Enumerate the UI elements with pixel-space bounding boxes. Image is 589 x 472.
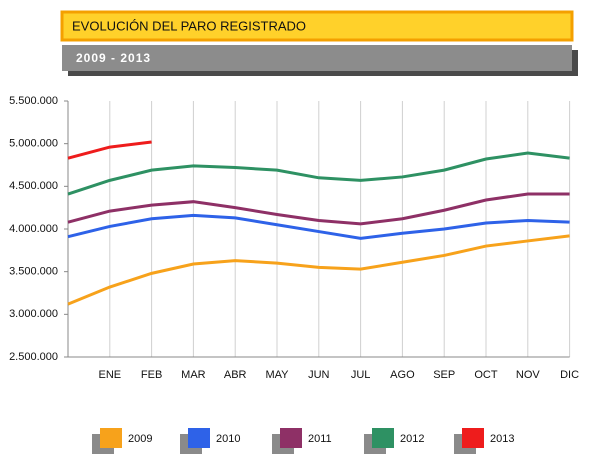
x-tick-label: SEP xyxy=(433,369,455,381)
chart-subtitle: 2009 - 2013 xyxy=(76,51,151,65)
y-tick-label: 5.500.000 xyxy=(9,95,58,107)
y-tick-label: 5.000.000 xyxy=(9,138,58,150)
x-tick-label: DIC xyxy=(560,369,579,381)
legend-label: 2011 xyxy=(308,433,332,445)
series-line xyxy=(67,234,570,306)
x-tick-label: OCT xyxy=(474,369,498,381)
title-bar xyxy=(60,10,574,42)
legend-swatch xyxy=(372,428,394,448)
x-tick-label: JUL xyxy=(351,369,371,381)
y-tick-label: 4.000.000 xyxy=(9,223,58,235)
legend-label: 2010 xyxy=(216,433,240,445)
x-tick-label: NOV xyxy=(516,369,541,381)
legend-label: 2009 xyxy=(128,433,152,445)
x-tick-label: JUN xyxy=(308,369,329,381)
legend-label: 2012 xyxy=(400,433,424,445)
legend-swatch xyxy=(280,428,302,448)
chart-title: EVOLUCIÓN DEL PARO REGISTRADO xyxy=(72,18,306,33)
series-line xyxy=(67,192,570,226)
legend-swatch xyxy=(462,428,484,448)
x-tick-label: FEB xyxy=(141,369,162,381)
y-tick-label: 2.500.000 xyxy=(9,351,58,363)
y-tick-label: 3.500.000 xyxy=(9,266,58,278)
x-tick-label: MAY xyxy=(265,369,289,381)
x-tick-label: AGO xyxy=(390,369,415,381)
subtitle-bar xyxy=(62,45,572,71)
y-tick-label: 4.500.000 xyxy=(9,180,58,192)
series-line xyxy=(67,140,152,160)
x-tick-label: ENE xyxy=(98,369,121,381)
x-tick-label: MAR xyxy=(181,369,206,381)
legend-swatch xyxy=(188,428,210,448)
legend-swatch xyxy=(100,428,122,448)
y-tick-label: 3.000.000 xyxy=(9,308,58,320)
x-tick-label: ABR xyxy=(224,369,247,381)
legend-label: 2013 xyxy=(490,433,514,445)
series-line xyxy=(67,213,570,240)
series-line xyxy=(67,151,570,196)
